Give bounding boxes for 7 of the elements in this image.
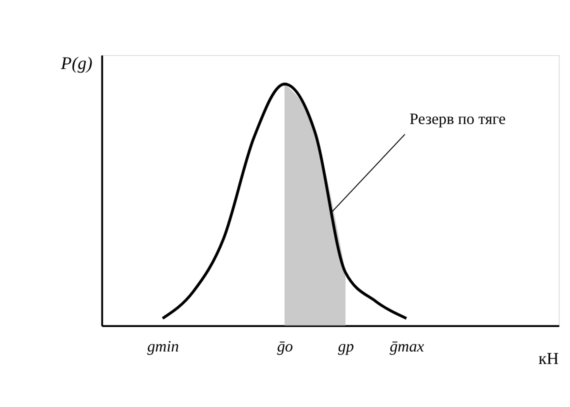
y-axis-title: P(g) [60,53,92,74]
x-tick-label: gmin [147,338,180,356]
x-tick-label: ḡmax [390,338,424,356]
x-tick-label: ḡо [277,338,293,356]
annotation: Резерв по тяге [410,111,506,128]
x-axis-title: кН [538,348,559,368]
x-tick-label: gр [338,338,354,356]
